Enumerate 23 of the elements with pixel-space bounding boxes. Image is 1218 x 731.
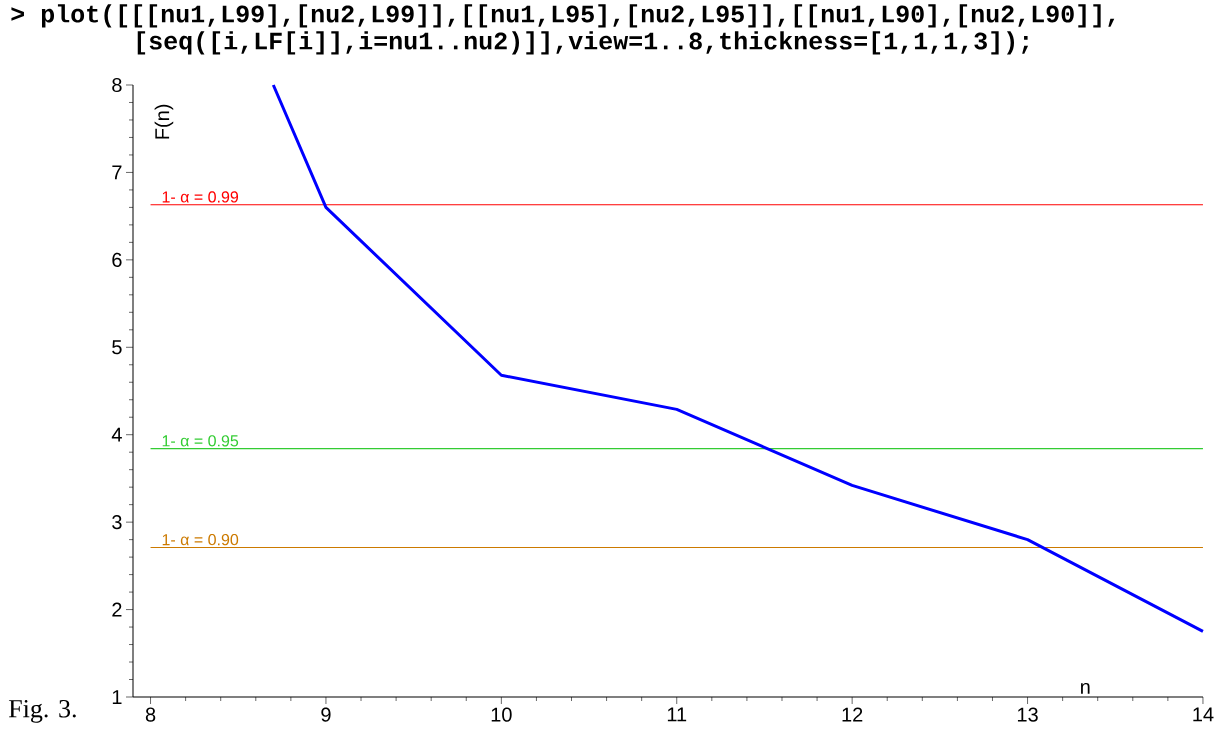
x-axis-title: n	[1081, 682, 1090, 694]
x-tick-label: 13	[1017, 707, 1038, 722]
caption: Fig. 3.	[8, 699, 76, 723]
annotation: 1- α = 0.99	[162, 191, 239, 203]
y-tick-label: 1	[112, 690, 122, 704]
y-tick-label: 2	[112, 602, 122, 617]
x-tick-label: 9	[321, 707, 331, 722]
x-tick-label: 10	[491, 707, 512, 722]
y-tick-label: 4	[111, 427, 122, 442]
x-tick-label: 11	[667, 707, 687, 722]
annotation: 1- α = 0.90	[162, 533, 239, 546]
y-tick-label: 6	[112, 252, 122, 267]
annotation: 1- α = 0.95	[162, 435, 239, 447]
x-tick-label: 12	[842, 707, 863, 722]
y-axis-title: F(n)	[154, 104, 174, 139]
x-tick-label: 14	[1193, 707, 1214, 722]
chart-title: > plot([[[nu1,L99],[nu2,L99]],[[nu1,L95],[nu2,L95]],[[nu1,L90],[nu2,L90]], [seq([i,LF[i]],i=nu1..nu2)]],view=1..8,thickness=[1,1,1,3]);	[11, 4, 1115, 55]
y-tick-label: 7	[112, 165, 122, 180]
y-tick-label: 8	[112, 77, 122, 93]
y-tick-label: 5	[112, 340, 122, 355]
y-tick-label: 3	[112, 515, 122, 530]
x-tick-label: 8	[145, 707, 156, 722]
line-series	[271, 83, 1205, 633]
